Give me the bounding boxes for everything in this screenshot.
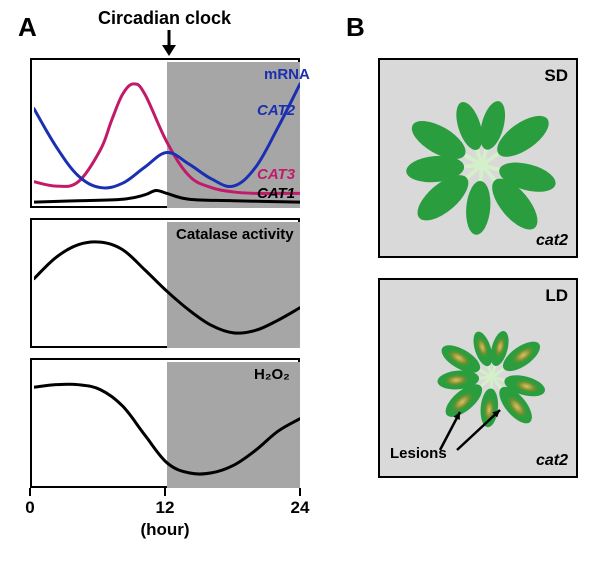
xaxis-tick-12: 12 [153, 498, 177, 518]
circadian-clock-label: Circadian clock [98, 8, 231, 29]
xaxis-tick-0: 0 [20, 498, 40, 518]
lesions-label: Lesions [390, 445, 447, 462]
sd-plant-icon [382, 62, 578, 258]
xaxis-title: (hour) [30, 520, 300, 540]
cat2-label: CAT2 [257, 102, 295, 119]
sd-genotype: cat2 [536, 232, 568, 250]
mrna-chart: mRNA CAT2 CAT3 CAT1 [30, 58, 300, 208]
catalase-activity-chart: Catalase activity [30, 218, 300, 348]
cat1-label: CAT1 [257, 185, 295, 202]
sd-plant-box: SD cat2 [378, 58, 578, 258]
mrna-label: mRNA [264, 66, 310, 83]
figure-root: A Circadian clock mRNA CAT2 CAT3 CAT1 Ca… [0, 0, 601, 584]
arrow-down-icon [162, 30, 176, 56]
h2o2-label: H₂O₂ [254, 366, 290, 383]
panel-a-label: A [18, 12, 37, 43]
panel-b-label: B [346, 12, 365, 43]
xaxis-tick-24: 24 [288, 498, 312, 518]
h2o2-chart: H₂O₂ [30, 358, 300, 488]
catalase-activity-label: Catalase activity [176, 226, 294, 243]
ld-plant-box: LD cat2 Lesions [378, 278, 578, 478]
cat3-label: CAT3 [257, 166, 295, 183]
